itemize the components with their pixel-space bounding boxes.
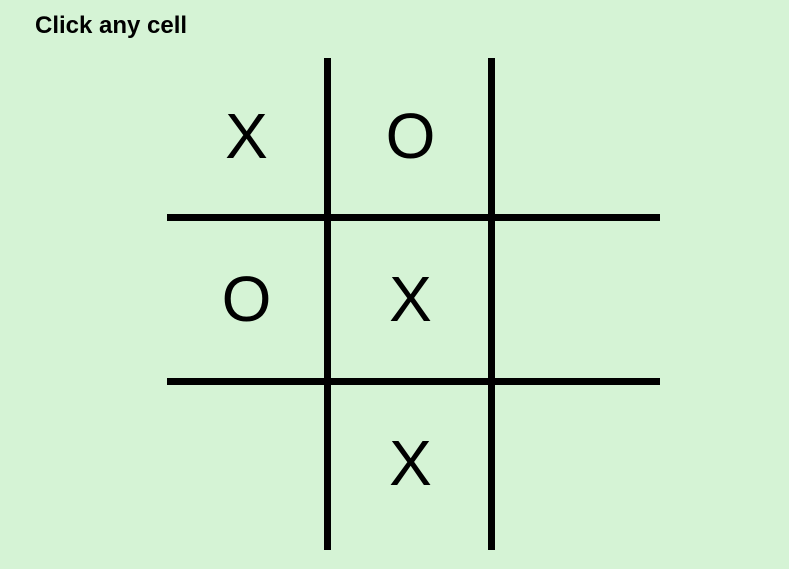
cell-r3-c1[interactable] (167, 385, 326, 540)
cell-r2-c3[interactable] (495, 221, 654, 376)
cell-r1-c3[interactable] (495, 58, 654, 213)
instruction-text: Click any cell (35, 12, 188, 39)
cell-r3-c3[interactable] (495, 385, 654, 540)
tic-tac-toe-board: X O O X X (167, 58, 660, 550)
cell-r1-c2[interactable]: O (385, 99, 436, 172)
grid-line-vertical-1 (324, 58, 331, 550)
cell-r3-c2[interactable]: X (389, 426, 432, 499)
cell-r2-c1[interactable]: O (221, 262, 272, 335)
cell-r2-c2[interactable]: X (389, 262, 432, 335)
cell-r1-c1[interactable]: X (225, 99, 268, 172)
grid-line-horizontal-2 (167, 378, 660, 385)
grid-line-vertical-2 (488, 58, 495, 550)
grid-line-horizontal-1 (167, 214, 660, 221)
